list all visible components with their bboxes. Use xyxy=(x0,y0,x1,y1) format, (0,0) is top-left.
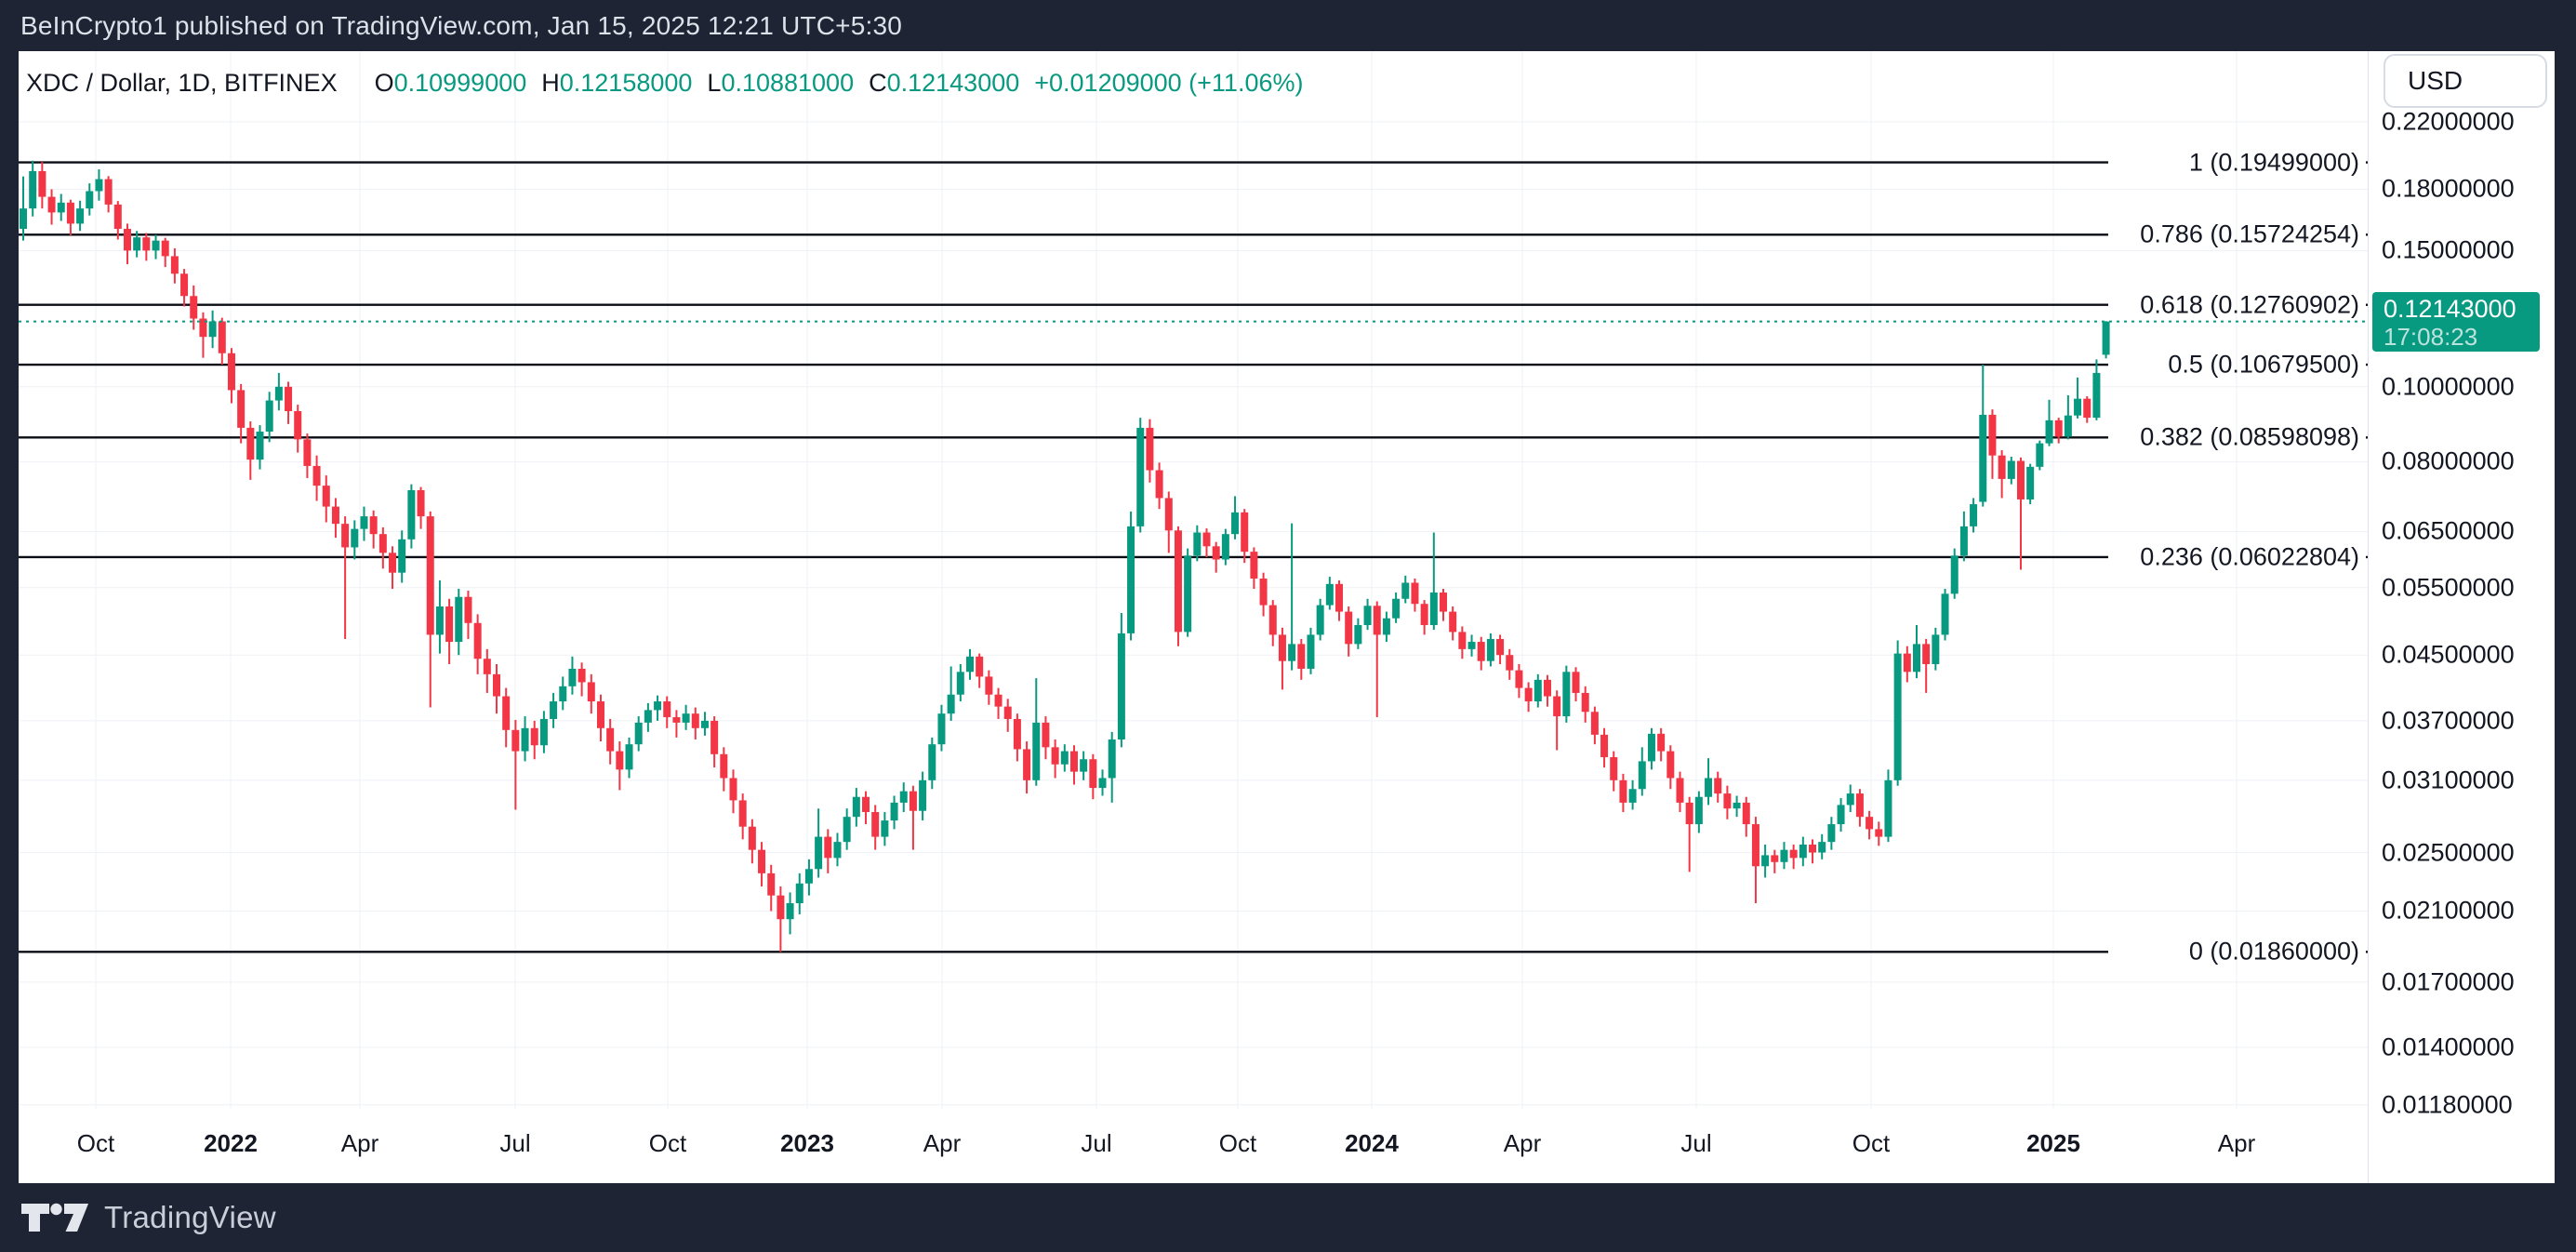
high-value: 0.12158000 xyxy=(559,68,693,97)
price-axis-label: 0.03100000 xyxy=(2382,766,2515,794)
tradingview-brand-text[interactable]: TradingView xyxy=(104,1200,276,1234)
plot-area[interactable]: 1 (0.19499000) 0.786 (0.15724254) 0.618 (0… xyxy=(19,51,2368,1110)
time-axis-label: Jul xyxy=(1680,1129,1712,1157)
currency-button[interactable]: USD xyxy=(2383,54,2547,108)
currency-button-label: USD xyxy=(2408,66,2463,95)
price-axis-label: 0.02500000 xyxy=(2382,838,2515,867)
price-axis-label: 0.06500000 xyxy=(2382,516,2515,545)
time-axis-label: Jul xyxy=(499,1129,531,1157)
time-axis-label: 2025 xyxy=(2026,1129,2080,1157)
time-axis-label: Oct xyxy=(648,1129,687,1157)
close-value: 0.12143000 xyxy=(886,68,1020,97)
price-axis-label: 0.05500000 xyxy=(2382,573,2515,602)
symbol-title: XDC / Dollar, 1D, BITFINEX xyxy=(26,68,338,97)
low-value: 0.10881000 xyxy=(721,68,855,97)
time-axis-label: Oct xyxy=(1218,1129,1257,1157)
price-axis-label: 0.10000000 xyxy=(2382,372,2515,401)
bar-countdown: 17:08:23 xyxy=(2383,322,2478,351)
attribution-text: BeInCrypto1 published on TradingView.com… xyxy=(20,10,902,40)
attribution-bar: BeInCrypto1 published on TradingView.com… xyxy=(0,0,2576,51)
fib-level-label: 0.236 (0.06022804) xyxy=(2140,542,2359,571)
change-value: +0.01209000 (+11.06%) xyxy=(1034,68,1304,97)
chart-legend: XDC / Dollar, 1D, BITFINEX O 0.10999000 H… xyxy=(26,68,1304,98)
time-axis-label: Oct xyxy=(76,1129,115,1157)
price-axis[interactable]: USD 0.22000000 0.18000000 0.15000000 0.1000… xyxy=(2368,51,2555,1183)
close-label: C xyxy=(869,68,887,97)
time-axis-label: Apr xyxy=(340,1129,379,1157)
time-axis-label: 2023 xyxy=(780,1129,834,1157)
chart-panel: 1 (0.19499000) 0.786 (0.15724254) 0.618 (0… xyxy=(19,51,2555,1183)
price-axis-label: 0.08000000 xyxy=(2382,446,2515,475)
price-axis-label: 0.02100000 xyxy=(2382,896,2515,925)
time-axis-label: Oct xyxy=(1852,1129,1891,1157)
open-label: O xyxy=(374,68,394,97)
tradingview-logo-icon[interactable] xyxy=(20,1201,91,1234)
price-axis-label: 0.22000000 xyxy=(2382,107,2515,136)
open-value: 0.10999000 xyxy=(393,68,527,97)
time-axis-label: Jul xyxy=(1081,1129,1112,1157)
time-axis[interactable]: Oct 2022 Apr Jul Oct 2023 Apr Jul Oct 2024 Apr Jul O… xyxy=(19,1109,2368,1183)
price-axis-label: 0.04500000 xyxy=(2382,640,2515,669)
price-axis-label: 0.18000000 xyxy=(2382,174,2515,203)
time-axis-label: Apr xyxy=(1503,1129,1542,1157)
fib-level-label: 0 (0.01860000) xyxy=(2188,937,2359,966)
price-axis-label: 0.01400000 xyxy=(2382,1032,2515,1061)
time-axis-label: 2022 xyxy=(204,1129,258,1157)
price-axis-label: 0.03700000 xyxy=(2382,706,2515,735)
fib-level-label: 0.786 (0.15724254) xyxy=(2140,220,2359,248)
time-axis-label: Apr xyxy=(923,1129,962,1157)
high-label: H xyxy=(541,68,560,97)
time-axis-label: Apr xyxy=(2217,1129,2256,1157)
footer-bar: TradingView xyxy=(0,1183,2576,1252)
fib-level-label: 0.382 (0.08598098) xyxy=(2140,422,2359,451)
current-price-value: 0.12143000 xyxy=(2383,294,2516,323)
price-axis-label: 0.15000000 xyxy=(2382,235,2515,264)
low-label: L xyxy=(707,68,722,97)
price-axis-label: 0.01180000 xyxy=(2382,1090,2513,1119)
candlestick-chart[interactable] xyxy=(19,51,2368,1109)
fib-level-label: 0.618 (0.12760902) xyxy=(2140,290,2359,319)
current-price-badge: 0.12143000 17:08:23 xyxy=(2372,291,2540,352)
fib-level-label: 1 (0.19499000) xyxy=(2188,148,2359,177)
price-axis-label: 0.01700000 xyxy=(2382,967,2515,996)
fib-level-label: 0.5 (0.10679500) xyxy=(2168,350,2359,379)
time-axis-label: 2024 xyxy=(1345,1129,1399,1157)
